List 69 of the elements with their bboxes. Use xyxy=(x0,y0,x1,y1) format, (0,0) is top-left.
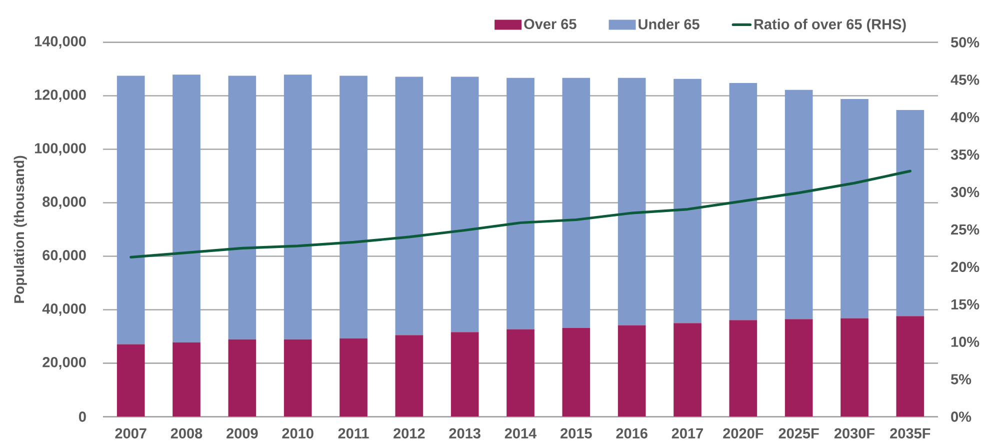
bar xyxy=(840,318,868,417)
bar xyxy=(896,110,924,316)
y2-tick-label: 20% xyxy=(951,262,980,272)
bar xyxy=(228,339,256,417)
x-tick-label: 2014 xyxy=(504,428,537,438)
x-tick-label: 2015 xyxy=(560,428,592,438)
x-tick-label: 2025F xyxy=(778,428,819,438)
x-tick-label: 2007 xyxy=(115,428,146,438)
bar xyxy=(450,332,479,417)
bar xyxy=(896,316,924,417)
bar xyxy=(395,76,424,336)
y-axis-title: Population (thousand) xyxy=(14,156,27,303)
x-tick-label: 2012 xyxy=(394,428,425,438)
bar xyxy=(729,82,758,320)
y-tick-label: 20,000 xyxy=(42,357,86,370)
x-tick-label: 2013 xyxy=(449,428,480,438)
x-tick-label: 2016 xyxy=(616,428,648,438)
y2-tick-label: 50% xyxy=(950,37,980,48)
y2-tick-label: 25% xyxy=(951,224,980,235)
bar xyxy=(506,329,534,417)
x-tick-label: 2017 xyxy=(672,428,703,438)
bar xyxy=(784,319,813,417)
bar xyxy=(340,338,368,417)
y-tick-label: 0 xyxy=(78,412,86,422)
x-tick-label: 2009 xyxy=(226,428,258,438)
bar xyxy=(228,76,256,340)
line-series xyxy=(130,170,912,258)
y-tick-label: 100,000 xyxy=(34,143,86,156)
bar xyxy=(674,323,702,417)
bar xyxy=(395,335,424,417)
bar xyxy=(784,90,813,320)
x-tick-label: 2030F xyxy=(834,428,875,438)
bar xyxy=(116,344,145,417)
y2-tick-label: 35% xyxy=(950,149,980,160)
y2-tick-label: 5% xyxy=(950,374,972,384)
y2-tick-label: 10% xyxy=(951,336,980,347)
legend-label: Ratio of over 65 (RHS) xyxy=(754,18,906,32)
bar xyxy=(840,98,868,318)
x-tick-label: 2008 xyxy=(170,428,202,438)
bar xyxy=(506,78,534,330)
y-tick-label: 40,000 xyxy=(42,304,86,316)
bar xyxy=(450,76,479,332)
y2-tick-label: 45% xyxy=(950,74,980,85)
bar xyxy=(562,328,590,417)
bar xyxy=(674,78,702,324)
y-tick-label: 120,000 xyxy=(34,90,86,102)
y2-tick-label: 0% xyxy=(951,412,972,422)
bar xyxy=(284,74,312,340)
y-tick-label: 140,000 xyxy=(34,36,86,48)
bar xyxy=(172,74,200,342)
x-tick-label: 2010 xyxy=(282,428,314,438)
bar xyxy=(340,76,368,338)
bar xyxy=(172,342,200,417)
bar xyxy=(618,78,646,326)
bar xyxy=(562,78,590,328)
bar xyxy=(618,325,646,417)
bar xyxy=(729,320,758,417)
x-tick-label: 2035F xyxy=(890,428,930,438)
bar xyxy=(116,76,145,344)
x-tick-label: 2020F xyxy=(723,428,764,438)
y2-tick-label: 40% xyxy=(950,112,980,122)
y-tick-label: 60,000 xyxy=(42,250,86,262)
x-tick-label: 2011 xyxy=(338,428,369,438)
legend-label: Over 65 xyxy=(524,18,576,30)
y2-tick-label: 15% xyxy=(951,299,980,310)
legend-label: Under 65 xyxy=(638,18,700,30)
bar xyxy=(284,339,312,417)
y2-tick-label: 30% xyxy=(950,186,980,198)
y-tick-label: 80,000 xyxy=(42,196,86,209)
